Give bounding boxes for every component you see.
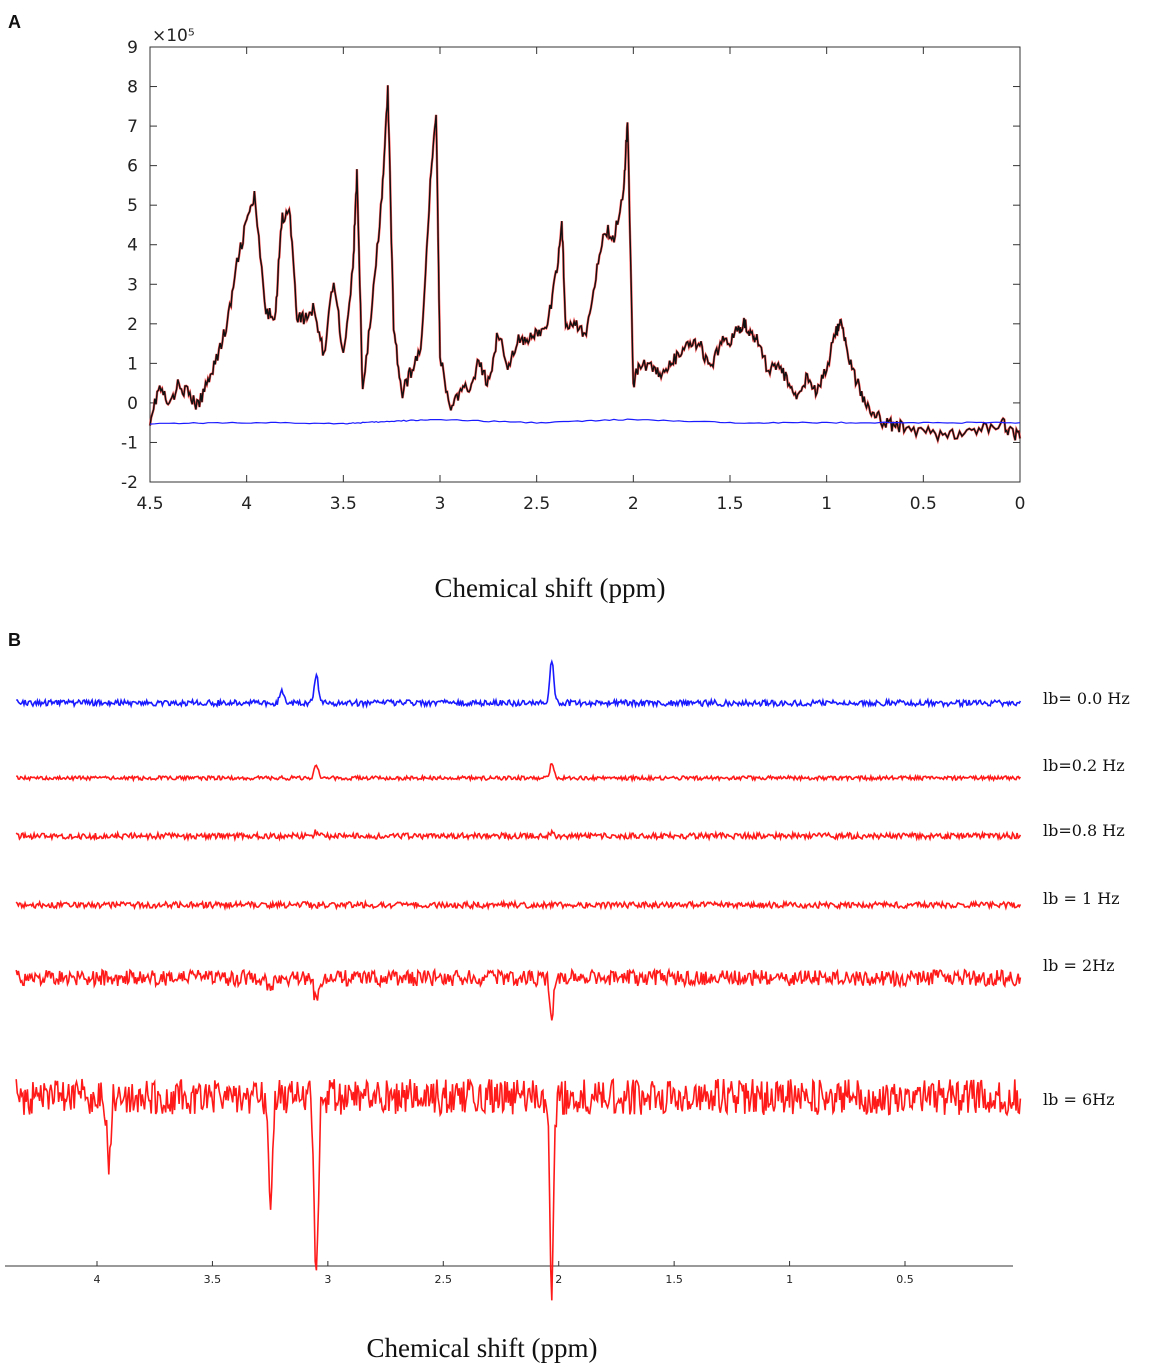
x-tick-label: 4 bbox=[241, 494, 252, 514]
series-label-4: lb = 1 Hz bbox=[1043, 889, 1120, 908]
chart-a-xlabel: Chemical shift (ppm) bbox=[434, 573, 666, 603]
panel-b-letter: B bbox=[8, 630, 21, 650]
x-tick-label: 1.5 bbox=[665, 1273, 683, 1286]
y-tick-label: 8 bbox=[127, 78, 138, 98]
y-tick-label: 7 bbox=[127, 117, 138, 137]
y-tick-label: -2 bbox=[121, 473, 138, 493]
x-tick-label: 4 bbox=[94, 1273, 101, 1286]
plot-frame bbox=[149, 46, 1021, 483]
panel-a-letter: A bbox=[8, 12, 21, 32]
series-trace-3 bbox=[15, 828, 1022, 843]
x-tick-label: 0.5 bbox=[910, 494, 937, 514]
y-tick-label: 9 bbox=[127, 38, 138, 58]
y-tick-label: 0 bbox=[127, 394, 138, 414]
series-spectrum-black bbox=[149, 85, 1021, 443]
y-tick-label: 3 bbox=[127, 275, 138, 295]
x-tick-label: 0 bbox=[1015, 494, 1026, 514]
x-tick-label: 0.5 bbox=[896, 1273, 914, 1286]
series-trace-2 bbox=[15, 762, 1022, 783]
x-tick-label: 2 bbox=[628, 494, 639, 514]
spectrum-chart-a: 4.5 4 3.5 3 2.5 2 1.5 1 0.5 0 -2 -1 0 1 2 3 4 5 6 7 8 9 ×10⁵ bbox=[121, 26, 1026, 514]
series-trace-1 bbox=[16, 659, 1022, 710]
y-tick-label: 4 bbox=[127, 236, 138, 256]
x-tick-label: 2.5 bbox=[523, 494, 550, 514]
y-tick-label: 6 bbox=[127, 157, 138, 177]
series-label-5: lb = 2Hz bbox=[1043, 956, 1115, 975]
x-tick-label: 3 bbox=[324, 1273, 331, 1286]
x-tick-label: 3 bbox=[435, 494, 446, 514]
series-label-2: lb=0.2 Hz bbox=[1043, 756, 1125, 775]
series-baseline-blue bbox=[149, 418, 1021, 425]
x-tick-label: 2.5 bbox=[435, 1273, 453, 1286]
x-tick-label: 4.5 bbox=[136, 494, 163, 514]
y-tick-label: 1 bbox=[127, 354, 138, 374]
x-tick-label: 3.5 bbox=[330, 494, 357, 514]
x-tick-label: 1 bbox=[821, 494, 832, 514]
y-multiplier-label: ×10⁵ bbox=[152, 26, 195, 46]
series-trace-6 bbox=[15, 1077, 1022, 1301]
chart-b-xlabel: Chemical shift (ppm) bbox=[366, 1333, 598, 1363]
series-label-1: lb= 0.0 Hz bbox=[1043, 689, 1130, 708]
x-tick-label: 3.5 bbox=[204, 1273, 222, 1286]
series-label-6: lb = 6Hz bbox=[1043, 1090, 1115, 1109]
x-tick-label: 1.5 bbox=[716, 494, 743, 514]
series-label-3: lb=0.8 Hz bbox=[1043, 821, 1125, 840]
x-tick-label: 1 bbox=[786, 1273, 793, 1286]
x-tick-label: 2 bbox=[555, 1273, 562, 1286]
y-tick-label: 2 bbox=[127, 315, 138, 335]
series-trace-4 bbox=[15, 898, 1022, 911]
y-tick-label: 5 bbox=[127, 196, 138, 216]
series-trace-5 bbox=[15, 967, 1022, 1021]
y-tick-label: -1 bbox=[121, 433, 138, 453]
